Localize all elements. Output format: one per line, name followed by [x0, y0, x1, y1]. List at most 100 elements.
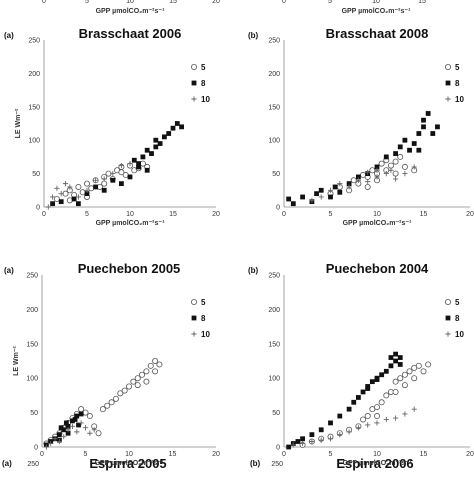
point-series-8 [58, 425, 64, 431]
point-series-8 [388, 363, 394, 369]
point-series-5 [392, 170, 399, 177]
chart-title: Brasschaat 2006 [79, 26, 182, 41]
y-tick-label: 0 [276, 445, 280, 452]
point-series-8 [309, 432, 315, 438]
point-series-10 [393, 415, 399, 421]
point-series-5 [82, 409, 89, 416]
point-series-8 [430, 131, 436, 136]
point-series-8 [397, 144, 403, 150]
top-right-tick-2: 10 [372, 0, 380, 5]
point-series-8 [58, 199, 64, 205]
point-series-10 [43, 444, 49, 450]
x-tick-label: 0 [282, 451, 286, 458]
y-axis-label: LE Wm⁻² [13, 345, 20, 375]
x-tick-label: 5 [329, 211, 333, 218]
y-tick-label: 250 [26, 273, 38, 280]
point-series-10 [45, 204, 51, 210]
point-series-10 [58, 191, 64, 197]
point-series-8 [295, 439, 301, 444]
point-series-10 [318, 437, 324, 443]
point-series-8 [337, 413, 343, 419]
y-tick-label: 100 [28, 138, 40, 145]
legend-label-5: 5 [455, 63, 460, 72]
point-series-5 [373, 404, 380, 411]
point-series-5 [360, 416, 367, 423]
point-series-5 [401, 163, 408, 170]
point-series-8 [337, 189, 343, 195]
point-series-8 [328, 194, 333, 200]
point-series-8 [383, 368, 389, 374]
point-series-8 [300, 194, 305, 200]
point-series-8 [416, 147, 422, 153]
point-series-8 [76, 422, 81, 428]
point-series-5 [53, 195, 60, 202]
point-series-10 [78, 420, 84, 426]
point-series-8 [365, 384, 371, 389]
top-left-tick-0: 0 [42, 0, 46, 5]
legend-label-8: 8 [455, 314, 460, 323]
point-series-10 [374, 174, 380, 180]
legend-label-5: 5 [201, 63, 206, 72]
point-series-5 [401, 382, 408, 389]
point-series-5 [397, 153, 404, 160]
panel-label: (b) [248, 266, 259, 275]
point-series-5 [112, 395, 119, 402]
legend-marker-10 [191, 96, 197, 102]
point-series-5 [66, 197, 73, 204]
y-tick-label: 50 [272, 410, 280, 417]
point-series-10 [383, 416, 389, 423]
point-series-8 [65, 430, 71, 436]
point-series-8 [170, 125, 176, 131]
x-tick-label: 20 [466, 451, 474, 458]
point-series-5 [117, 390, 124, 397]
legend-marker-5 [190, 64, 197, 71]
point-series-8 [397, 355, 403, 360]
point-series-10 [93, 177, 99, 183]
point-series-10 [318, 194, 324, 200]
point-series-8 [70, 418, 75, 424]
x-tick-label: 20 [212, 211, 220, 218]
x-tick-label: 0 [282, 211, 286, 218]
y-tick-label: 150 [268, 104, 280, 111]
point-series-8 [144, 167, 150, 173]
point-series-8 [407, 147, 412, 153]
top-strip: 0 5 10 15 20 GPP µmolCO₂m⁻²s⁻¹ 0 5 10 15… [42, 0, 426, 15]
y-tick-label: 150 [268, 341, 280, 348]
x-tick-label: 10 [126, 211, 134, 218]
point-series-10 [402, 411, 408, 417]
legend-label-8: 8 [455, 79, 460, 88]
point-series-10 [355, 177, 361, 183]
point-series-8 [74, 413, 80, 419]
legend-marker-5 [190, 298, 197, 305]
point-series-8 [72, 417, 78, 422]
point-series-8 [63, 420, 69, 426]
y-tick-label: 250 [268, 38, 280, 45]
point-series-5 [101, 180, 108, 187]
x-tick-label: 5 [329, 451, 333, 458]
point-series-10 [56, 438, 62, 445]
point-series-5 [108, 399, 115, 406]
point-series-8 [110, 177, 116, 183]
point-series-8 [166, 131, 172, 136]
point-series-8 [402, 137, 408, 143]
point-series-5 [130, 378, 137, 385]
top-right-tick-1: 5 [328, 0, 332, 5]
point-series-10 [82, 425, 89, 431]
point-series-8 [435, 124, 440, 130]
legend-marker-8 [191, 315, 197, 321]
legend-marker-10 [445, 96, 451, 102]
x-axis-label: GPP µmolCO₂m⁻²s⁻¹ [343, 460, 413, 467]
point-series-8 [374, 377, 380, 382]
point-series-8 [93, 184, 98, 190]
point-series-8 [379, 372, 385, 378]
point-series-8 [393, 351, 398, 357]
point-series-5 [397, 375, 404, 382]
point-series-10 [101, 176, 107, 182]
point-series-5 [411, 375, 418, 382]
x-tick-label: 0 [42, 211, 46, 218]
point-series-8 [374, 164, 380, 170]
point-series-5 [401, 371, 408, 378]
x-tick-label: 5 [85, 211, 89, 218]
